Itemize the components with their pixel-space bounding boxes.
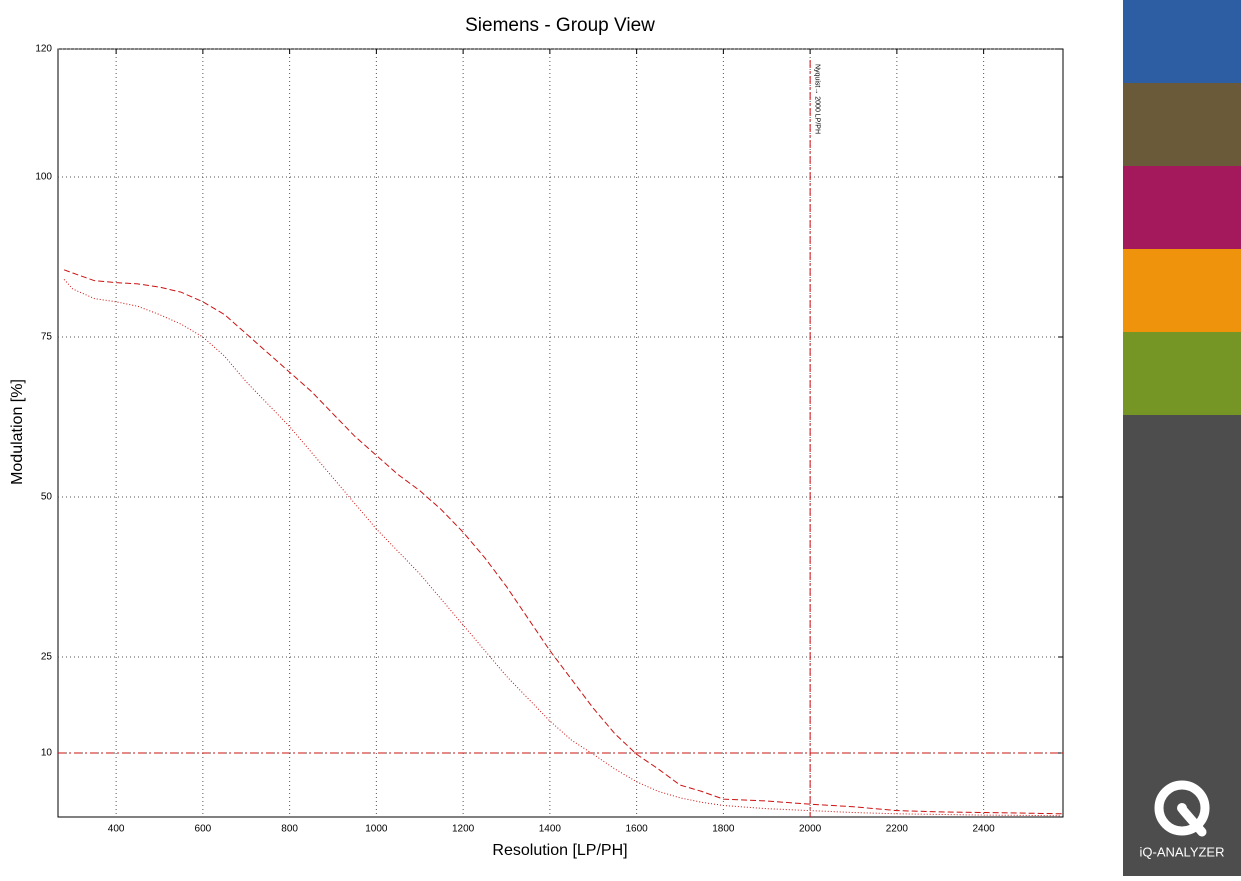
x-tick-label: 2400	[972, 824, 995, 835]
color-block	[1123, 0, 1241, 83]
x-tick-label: 1200	[452, 824, 475, 835]
color-block	[1123, 249, 1241, 332]
color-block	[1123, 83, 1241, 166]
series-line	[63, 279, 1062, 817]
y-tick-label: 120	[35, 44, 52, 55]
x-tick-label: 2000	[799, 824, 822, 835]
chart-title: Siemens - Group View	[465, 15, 655, 36]
nyquist-label: Nyquist→ 2000 LP/PH	[813, 64, 820, 134]
y-tick-label: 75	[41, 332, 53, 343]
x-tick-label: 1600	[625, 824, 648, 835]
logo-text: iQ-ANALYZER	[1140, 844, 1225, 859]
color-block	[1123, 332, 1241, 415]
x-tick-label: 600	[195, 824, 212, 835]
y-tick-label: 50	[41, 492, 53, 503]
series-line	[63, 269, 1062, 815]
color-block	[1123, 415, 1241, 876]
x-tick-label: 2200	[886, 824, 909, 835]
x-tick-label: 1400	[539, 824, 562, 835]
plot-area	[57, 48, 1064, 818]
x-axis-label: Resolution [LP/PH]	[492, 842, 627, 859]
color-block	[1123, 166, 1241, 249]
y-axis-label: Modulation [%]	[9, 379, 26, 485]
logo-icon	[1154, 780, 1210, 837]
y-tick-label: 100	[35, 172, 52, 183]
x-tick-label: 400	[108, 824, 125, 835]
x-tick-label: 800	[281, 824, 298, 835]
x-tick-label: 1800	[712, 824, 735, 835]
sidebar	[1123, 0, 1241, 876]
x-tick-label: 1000	[365, 824, 388, 835]
y-tick-label: 10	[41, 748, 53, 759]
y-tick-label: 25	[41, 652, 53, 663]
